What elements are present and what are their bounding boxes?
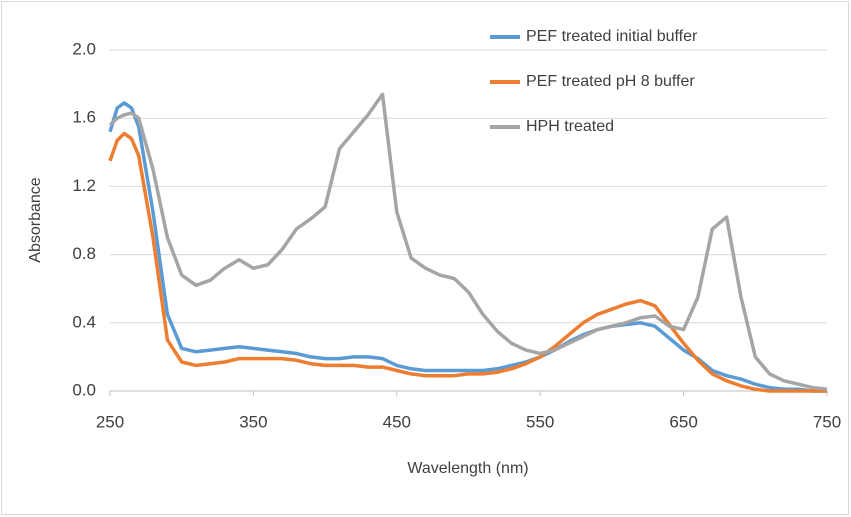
series-line (108, 131, 827, 393)
y-tick-label: 0.4 (72, 312, 96, 331)
x-tick-label: 350 (239, 412, 267, 431)
x-tick-label: 450 (383, 412, 411, 431)
x-tick-label: 650 (669, 412, 697, 431)
x-tick-label: 550 (526, 412, 554, 431)
x-axis-title: Wavelength (nm) (407, 460, 528, 477)
series-line (108, 92, 828, 392)
y-tick-label: 0.8 (72, 244, 96, 263)
x-tick-label: 250 (96, 412, 124, 431)
x-tick-label: 750 (813, 412, 841, 431)
y-axis-title: Absorbance (27, 177, 44, 262)
legend-label: HPH treated (526, 118, 614, 135)
legend-label: PEF treated initial buffer (526, 28, 698, 45)
y-tick-label: 1.6 (72, 108, 96, 127)
legend-label: PEF treated pH 8 buffer (526, 73, 695, 90)
y-tick-label: 1.2 (72, 176, 96, 195)
y-tick-label: 0.0 (72, 380, 96, 399)
y-tick-label: 2.0 (72, 39, 96, 58)
